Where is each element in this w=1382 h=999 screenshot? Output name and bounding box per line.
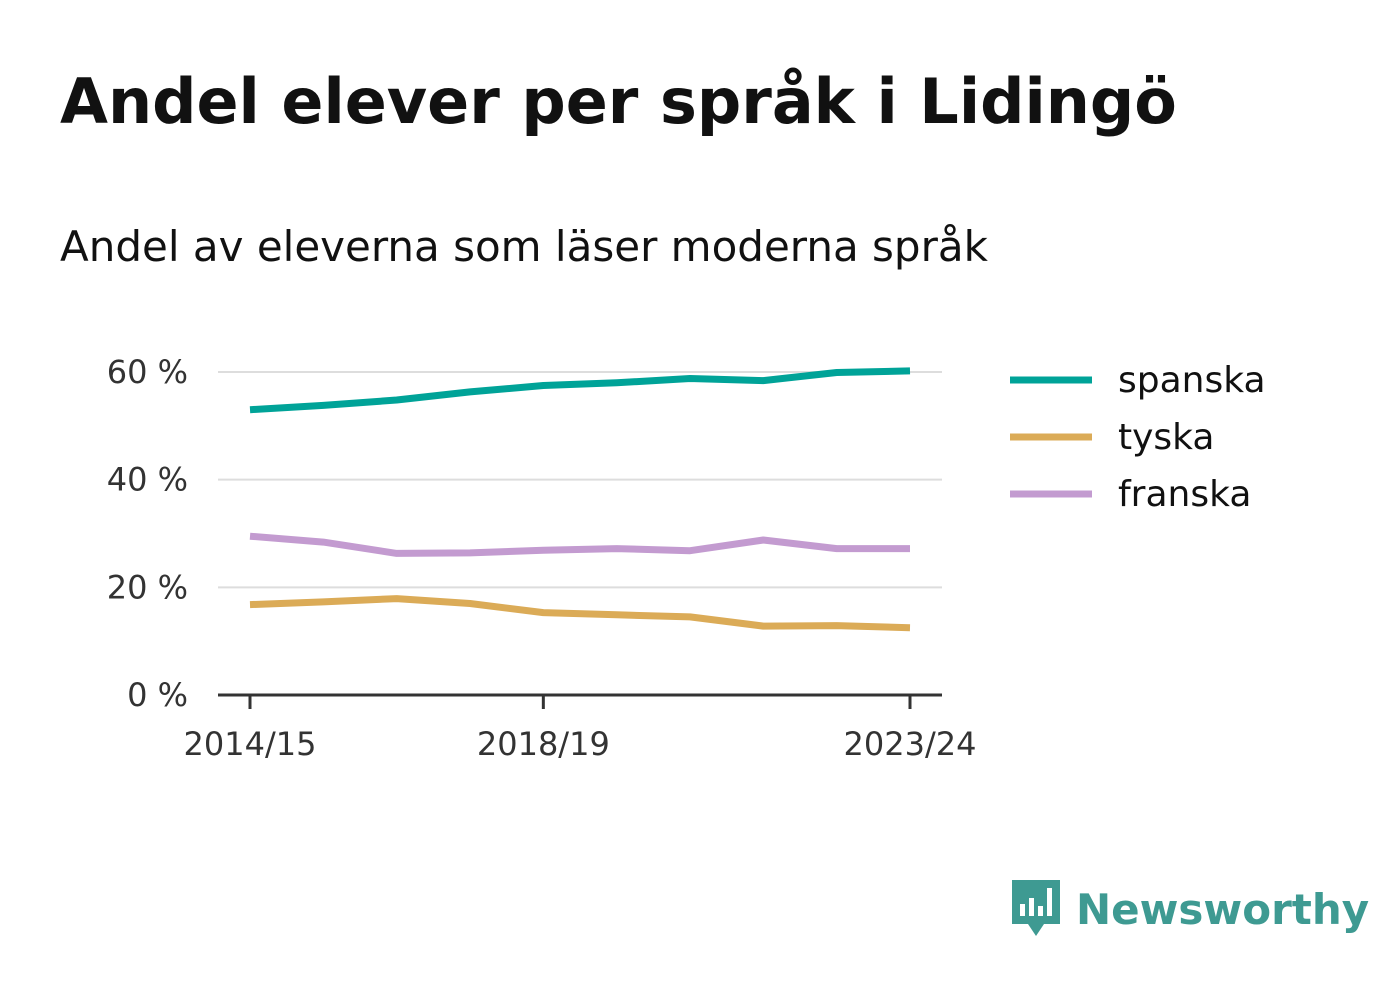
y-tick-label: 0 % — [127, 676, 188, 714]
chart-title: Andel elever per språk i Lidingö — [60, 65, 1177, 138]
x-tick-label: 2023/24 — [844, 725, 977, 763]
legend: spanska tyska franska — [1010, 360, 1266, 515]
brand-logo: Newsworthy — [1010, 878, 1369, 940]
y-tick-label: 60 % — [107, 353, 188, 391]
series-lines — [249, 367, 911, 632]
legend-label-tyska: tyska — [1118, 417, 1214, 458]
legend-label-spanska: spanska — [1118, 360, 1266, 401]
chart-subtitle: Andel av eleverna som läser moderna språ… — [60, 222, 988, 271]
series-line-tyska — [249, 595, 911, 632]
series-line-spanska — [249, 367, 911, 414]
newsworthy-logo-icon — [1012, 880, 1060, 936]
legend-label-franska: franska — [1118, 474, 1251, 515]
series-line-franska — [249, 532, 910, 557]
axes: 0 % 20 % 40 % 60 % 2014/15 2018/19 2023/24 — [107, 353, 977, 763]
x-tick-label: 2018/19 — [477, 725, 610, 763]
brand-name: Newsworthy — [1076, 884, 1370, 934]
x-tick-label: 2014/15 — [184, 725, 317, 763]
y-tick-label: 20 % — [107, 568, 188, 606]
y-tick-label: 40 % — [107, 461, 188, 499]
